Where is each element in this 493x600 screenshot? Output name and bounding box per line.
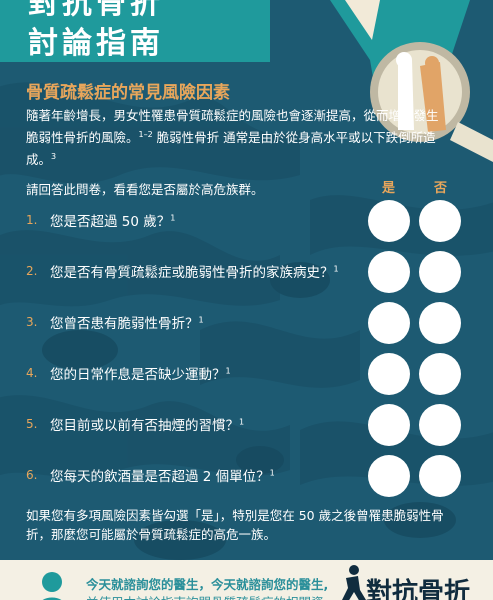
question-label: 您的日常作息是否缺少運動？: [50, 367, 226, 383]
question-text: 您是否有骨質疏鬆症或脆弱性骨折的家族病史？1: [50, 261, 339, 282]
question-label: 您是否超過 50 歲？: [50, 214, 171, 230]
no-answer-circle[interactable]: [419, 455, 461, 497]
question-label: 您目前或以前有否抽煙的習慣？: [50, 418, 239, 434]
question-ref: 1: [170, 213, 176, 223]
no-column-header: 否: [434, 181, 448, 196]
question-ref: 1: [225, 366, 231, 376]
question-row: 1. 您是否超過 50 歲？1: [0, 200, 493, 244]
question-label: 您曾否患有脆弱性骨折？: [50, 316, 199, 332]
outro-paragraph: 如果您有多項風險因素皆勾選「是」，特別是您在 50 歲之後曾罹患脆弱性骨折，那麼…: [26, 508, 444, 542]
no-answer-circle[interactable]: [419, 353, 461, 395]
question-number: 4.: [26, 366, 38, 380]
question-row: 2. 您是否有骨質疏鬆症或脆弱性骨折的家族病史？1: [0, 251, 493, 295]
question-number: 1.: [26, 213, 38, 227]
no-answer-circle[interactable]: [419, 302, 461, 344]
question-text: 您每天的飲酒量是否超過 2 個單位？1: [50, 465, 275, 486]
intro-ref-1: 1–2: [138, 130, 153, 139]
intro-text-2: 脆弱性骨折 通常是由於從身高水平或以下跌倒所造成。: [26, 130, 436, 168]
footer-line-1: 今天就諮詢您的醫生，今天就諮詢您的醫生,: [86, 577, 329, 592]
no-answer-circle[interactable]: [419, 404, 461, 446]
question-text: 您目前或以前有否抽煙的習慣？1: [50, 414, 245, 435]
no-answer-circle[interactable]: [419, 251, 461, 293]
footer-line-2: 並使用本討論指南詢問骨質疏鬆症的相關資: [86, 592, 324, 600]
question-ref: 1: [269, 468, 275, 478]
no-answer-circle[interactable]: [419, 200, 461, 242]
question-label: 您每天的飲酒量是否超過 2 個單位？: [50, 469, 270, 485]
intro-ref-2: 3: [51, 152, 57, 162]
yes-answer-circle[interactable]: [368, 404, 410, 446]
question-number: 3.: [26, 315, 38, 329]
running-figure-icon: [342, 565, 366, 600]
question-text: 您的日常作息是否缺少運動？1: [50, 363, 231, 384]
question-text: 您是否超過 50 歲？1: [50, 210, 176, 231]
question-ref: 1: [198, 315, 204, 325]
doctor-avatar-icon: [42, 572, 62, 600]
question-number: 6.: [26, 468, 38, 482]
yes-answer-circle[interactable]: [368, 251, 410, 293]
yes-answer-circle[interactable]: [368, 455, 410, 497]
title-line-1: 對抗骨折: [28, 0, 164, 21]
yes-answer-circle[interactable]: [368, 353, 410, 395]
footer-brand-logo: 對抗骨折: [366, 578, 471, 600]
title-line-2: 討論指南: [28, 26, 164, 61]
question-ref: 1: [333, 264, 339, 274]
question-label: 您是否有骨質疏鬆症或脆弱性骨折的家族病史？: [50, 265, 334, 281]
question-number: 5.: [26, 417, 38, 431]
title-banner: 對抗骨折 討論指南: [0, 0, 270, 62]
intro-paragraph: 隨著年齡增長，男女性罹患骨質疏鬆症的風險也會逐漸提高，從而增加發生脆弱性骨折的風…: [26, 106, 446, 169]
question-row: 4. 您的日常作息是否缺少運動？1: [0, 353, 493, 397]
question-text: 您曾否患有脆弱性骨折？1: [50, 312, 204, 333]
section-title: 骨質疏鬆症的常見風險因素: [26, 83, 230, 103]
questionnaire-prompt: 請回答此問卷，看看您是否屬於高危族群。: [26, 182, 264, 197]
footer-banner: 今天就諮詢您的醫生，今天就諮詢您的醫生, 並使用本討論指南詢問骨質疏鬆症的相關資…: [0, 560, 493, 600]
yes-answer-circle[interactable]: [368, 302, 410, 344]
yes-answer-circle[interactable]: [368, 200, 410, 242]
question-number: 2.: [26, 264, 38, 278]
yes-column-header: 是: [382, 181, 396, 196]
question-row: 6. 您每天的飲酒量是否超過 2 個單位？1: [0, 455, 493, 499]
question-row: 3. 您曾否患有脆弱性骨折？1: [0, 302, 493, 346]
question-row: 5. 您目前或以前有否抽煙的習慣？1: [0, 404, 493, 448]
intro-text-1: 隨著年齡增長，男女性罹患骨質疏鬆症的風險也會逐漸提高，從而增加發生脆弱性骨折的風…: [26, 108, 439, 146]
question-ref: 1: [239, 417, 245, 427]
